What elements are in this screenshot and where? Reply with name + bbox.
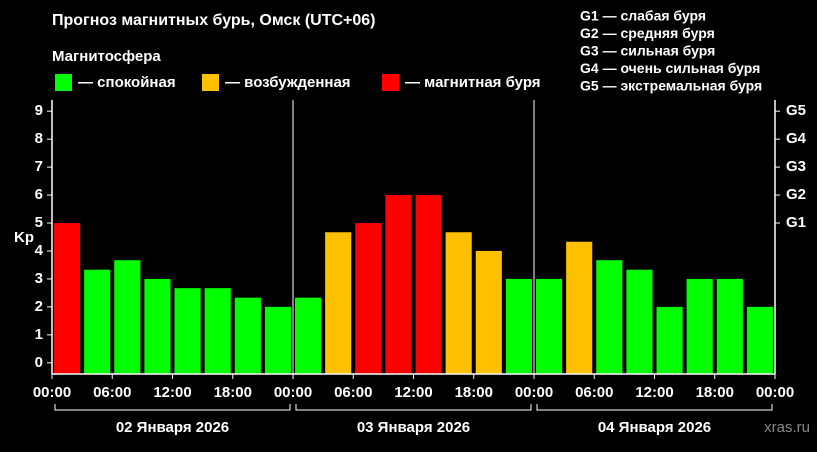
day-bracket bbox=[295, 404, 532, 411]
storm-level: G1 — слабая буря bbox=[580, 8, 706, 24]
y2-tick-label: G4 bbox=[786, 130, 807, 147]
bar bbox=[295, 297, 322, 374]
bar bbox=[445, 232, 472, 374]
y-tick-label: 4 bbox=[35, 242, 44, 259]
y2-tick-label: G5 bbox=[786, 102, 806, 119]
bar bbox=[355, 223, 382, 374]
bar bbox=[686, 278, 713, 374]
x-tick-label: 00:00 bbox=[274, 384, 312, 401]
y-tick-label: 0 bbox=[35, 354, 43, 371]
x-tick-label: 06:00 bbox=[93, 384, 131, 401]
day-bracket bbox=[54, 404, 291, 411]
y2-tick-label: G3 bbox=[786, 158, 806, 175]
x-tick-label: 06:00 bbox=[575, 384, 613, 401]
y2-tick-label: G2 bbox=[786, 186, 806, 203]
bar bbox=[114, 260, 141, 374]
day-label: 04 Января 2026 bbox=[598, 419, 711, 436]
x-tick-label: 12:00 bbox=[635, 384, 673, 401]
x-tick-label: 18:00 bbox=[214, 384, 252, 401]
x-tick-label: 00:00 bbox=[33, 384, 71, 401]
bar bbox=[325, 232, 352, 374]
bar bbox=[264, 306, 291, 374]
y-tick-label: 7 bbox=[35, 158, 43, 175]
storm-level: G5 — экстремальная буря bbox=[580, 78, 762, 94]
x-tick-label: 00:00 bbox=[515, 384, 553, 401]
legend-label: — магнитная буря bbox=[405, 74, 541, 91]
x-tick-label: 12:00 bbox=[153, 384, 191, 401]
bar bbox=[626, 269, 653, 374]
y-tick-label: 3 bbox=[35, 270, 43, 287]
bar bbox=[596, 260, 623, 374]
bar bbox=[746, 306, 773, 374]
bar bbox=[536, 278, 563, 374]
watermark: xras.ru bbox=[764, 419, 810, 436]
x-tick-label: 12:00 bbox=[394, 384, 432, 401]
bar bbox=[204, 288, 231, 374]
day-label: 02 Января 2026 bbox=[116, 419, 229, 436]
bar bbox=[54, 223, 81, 374]
y-tick-label: 1 bbox=[35, 326, 43, 343]
y-tick-label: 8 bbox=[35, 130, 43, 147]
storm-level: G3 — сильная буря bbox=[580, 43, 715, 59]
y-tick-label: 9 bbox=[35, 102, 43, 119]
day-bracket bbox=[536, 404, 773, 411]
y-tick-label: 5 bbox=[35, 214, 43, 231]
bar bbox=[656, 306, 683, 374]
bar bbox=[174, 288, 201, 374]
x-tick-label: 18:00 bbox=[696, 384, 734, 401]
x-tick-label: 00:00 bbox=[756, 384, 794, 401]
legend-swatch bbox=[382, 74, 399, 91]
y-tick-label: 6 bbox=[35, 186, 43, 203]
day-label: 03 Января 2026 bbox=[357, 419, 470, 436]
x-tick-label: 18:00 bbox=[455, 384, 493, 401]
y-tick-label: 2 bbox=[35, 298, 43, 315]
legend-label: — возбужденная bbox=[225, 74, 351, 91]
chart-title: Прогноз магнитных бурь, Омск (UTC+06) bbox=[52, 12, 376, 29]
bar bbox=[475, 250, 502, 374]
storm-level: G2 — средняя буря bbox=[580, 25, 715, 41]
bar bbox=[716, 278, 743, 374]
storm-level: G4 — очень сильная буря bbox=[580, 60, 760, 76]
bar bbox=[84, 269, 111, 374]
legend-swatch bbox=[55, 74, 72, 91]
bar bbox=[566, 241, 593, 374]
legend-title: Магнитосфера bbox=[52, 48, 161, 65]
x-tick-label: 06:00 bbox=[334, 384, 372, 401]
bar bbox=[385, 195, 412, 374]
bar bbox=[505, 278, 532, 374]
y2-tick-label: G1 bbox=[786, 214, 806, 231]
y-axis-label: Kp bbox=[14, 229, 34, 246]
bar bbox=[234, 297, 261, 374]
bar bbox=[415, 195, 442, 374]
legend-swatch bbox=[202, 74, 219, 91]
bar bbox=[144, 278, 171, 374]
legend-label: — спокойная bbox=[78, 74, 176, 91]
